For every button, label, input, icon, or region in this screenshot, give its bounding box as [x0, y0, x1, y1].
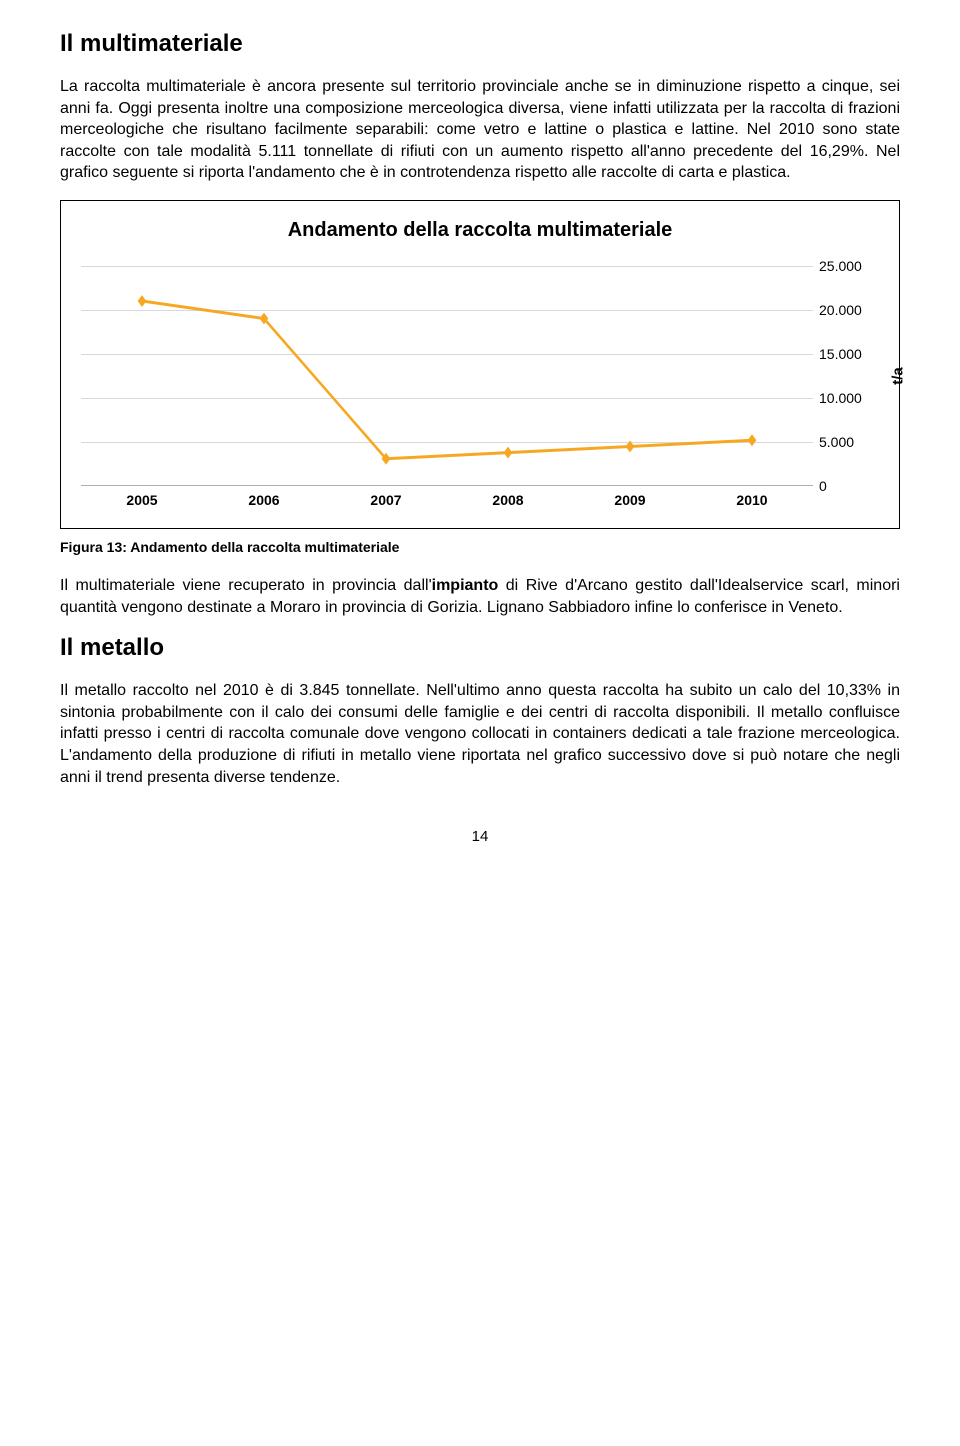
figure-caption: Figura 13: Andamento della raccolta mult…	[60, 539, 900, 555]
chart-title: Andamento della raccolta multimateriale	[81, 219, 879, 242]
x-tick-label: 2005	[81, 492, 203, 508]
chart-marker	[138, 295, 147, 307]
y-axis-labels: t/a 05.00010.00015.00020.00025.000	[819, 266, 879, 486]
x-tick-label: 2009	[569, 492, 691, 508]
x-tick-label: 2007	[325, 492, 447, 508]
y-tick-label: 25.000	[819, 258, 862, 274]
chart-marker	[504, 447, 513, 459]
chart-line	[142, 301, 752, 459]
y-axis-title: t/a	[890, 367, 907, 385]
y-tick-label: 5.000	[819, 434, 854, 450]
chart-marker	[748, 434, 757, 446]
page-number: 14	[60, 828, 900, 845]
chart-plot	[81, 266, 813, 486]
chart-area: 200520062007200820092010 t/a 05.00010.00…	[81, 266, 879, 508]
x-axis-labels: 200520062007200820092010	[81, 492, 813, 508]
y-tick-label: 15.000	[819, 346, 862, 362]
para-multimateriale-impianto: Il multimateriale viene recuperato in pr…	[60, 575, 900, 618]
x-tick-label: 2008	[447, 492, 569, 508]
section-title-multimateriale: Il multimateriale	[60, 30, 900, 58]
y-tick-label: 20.000	[819, 302, 862, 318]
section-title-metallo: Il metallo	[60, 634, 900, 662]
y-tick-label: 0	[819, 478, 827, 494]
chart-container: Andamento della raccolta multimateriale …	[60, 200, 900, 529]
chart-svg	[81, 266, 813, 485]
y-tick-label: 10.000	[819, 390, 862, 406]
chart-marker	[626, 440, 635, 452]
x-tick-label: 2010	[691, 492, 813, 508]
x-tick-label: 2006	[203, 492, 325, 508]
para-multimateriale-intro: La raccolta multimateriale è ancora pres…	[60, 76, 900, 184]
para-metallo-intro: Il metallo raccolto nel 2010 è di 3.845 …	[60, 680, 900, 788]
plot-wrap: 200520062007200820092010	[81, 266, 813, 508]
